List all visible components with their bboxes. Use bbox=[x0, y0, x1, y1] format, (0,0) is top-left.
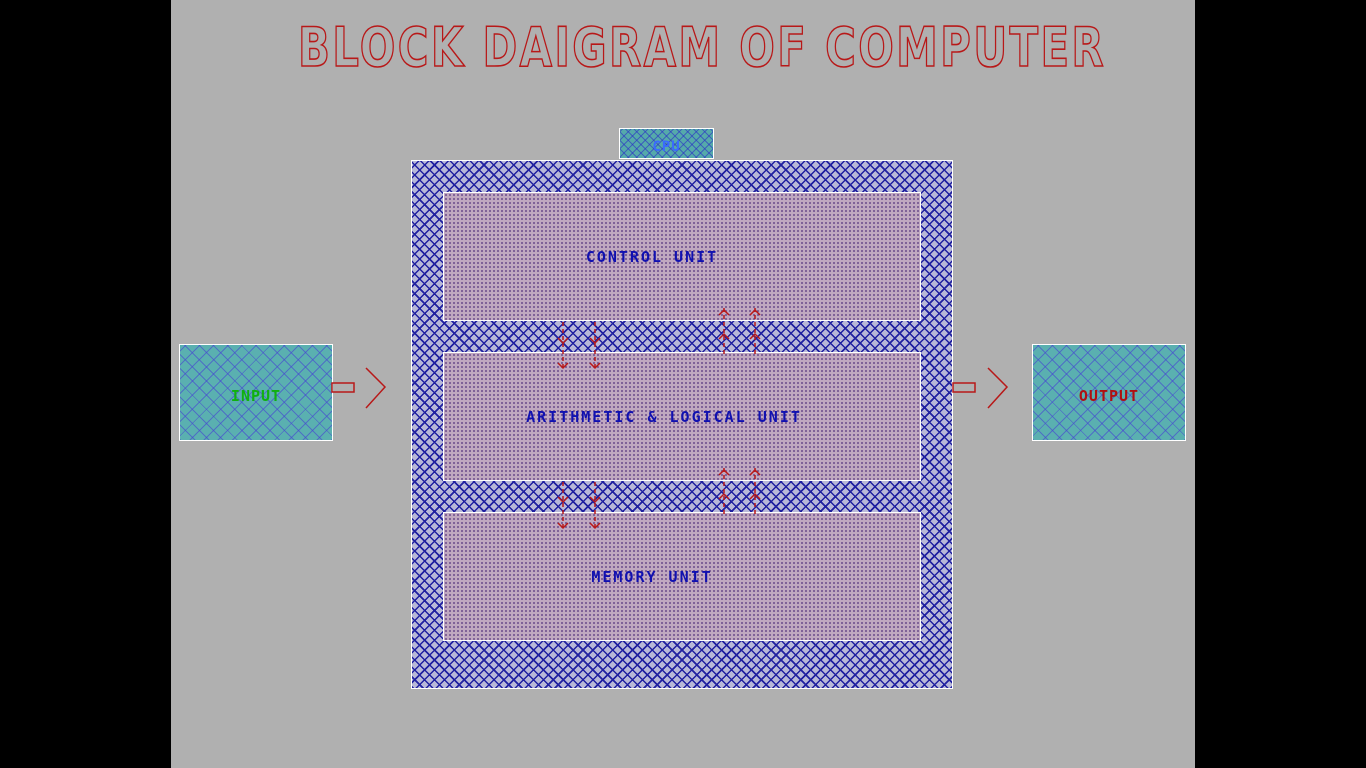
memory-unit-label: MEMORY UNIT bbox=[591, 567, 713, 586]
alu-label: ARITHMETIC & LOGICAL UNIT bbox=[526, 407, 802, 426]
cpu-label-box: CPU bbox=[619, 128, 714, 159]
cpu-to-output-arrow bbox=[952, 367, 1009, 409]
control-unit-label: CONTROL UNIT bbox=[585, 247, 719, 266]
svg-text:BLOCK DAIGRAM OF COMPUTER: BLOCK DAIGRAM OF COMPUTER bbox=[298, 16, 1106, 72]
dos-screen: BLOCK DAIGRAM OF COMPUTER CPU CONTROL UN… bbox=[171, 0, 1195, 768]
alu-block: ARITHMETIC & LOGICAL UNIT bbox=[443, 352, 921, 481]
input-to-cpu-arrow bbox=[331, 367, 387, 409]
input-block: INPUT bbox=[179, 344, 333, 441]
memory-unit-block: MEMORY UNIT bbox=[443, 512, 921, 641]
output-label: OUTPUT bbox=[1078, 387, 1140, 405]
diagram-title: BLOCK DAIGRAM OF COMPUTER bbox=[298, 15, 1106, 72]
input-label: INPUT bbox=[230, 387, 282, 405]
control-unit-block: CONTROL UNIT bbox=[443, 192, 921, 321]
output-block: OUTPUT bbox=[1032, 344, 1186, 441]
cpu-label: CPU bbox=[652, 139, 681, 155]
